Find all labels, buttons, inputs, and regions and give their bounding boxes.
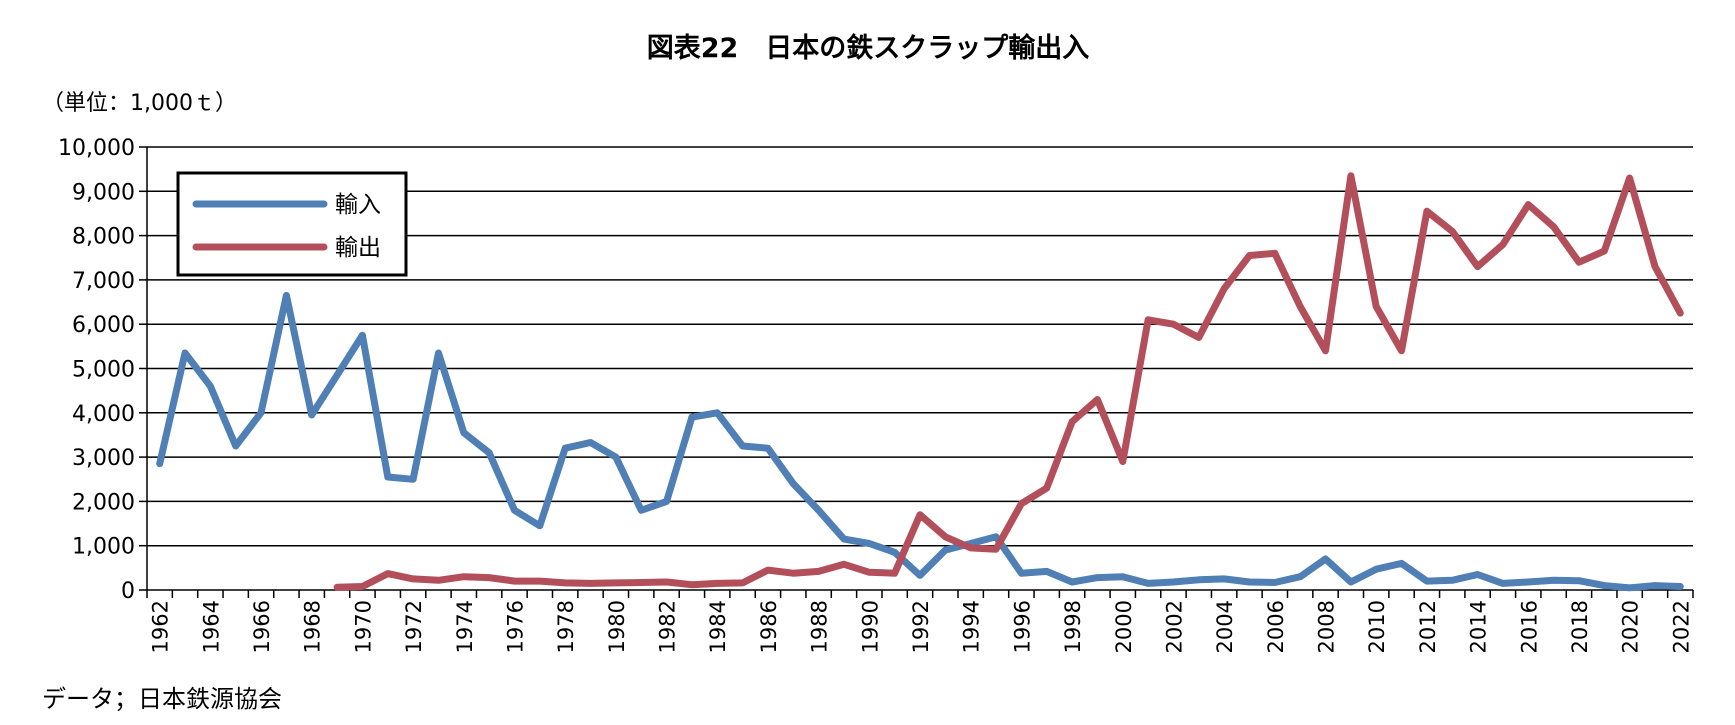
x-tick-label: 2004 xyxy=(1213,600,1237,653)
x-tick-label: 1962 xyxy=(149,600,173,653)
series-line-0 xyxy=(156,291,1684,592)
x-tick-label: 1966 xyxy=(250,600,274,653)
x-tick-label: 1976 xyxy=(503,600,527,653)
x-tick-label: 1972 xyxy=(402,600,426,653)
legend-box xyxy=(176,171,408,277)
x-tick-label: 2020 xyxy=(1619,600,1643,653)
y-tick-label: 3,000 xyxy=(72,446,135,471)
y-tick-label: 0 xyxy=(121,579,135,604)
series-layer xyxy=(156,172,1684,592)
x-tick-label: 1984 xyxy=(706,600,730,653)
x-tick-label: 1978 xyxy=(554,600,578,653)
y-tick-label: 4,000 xyxy=(72,402,135,427)
x-tick-label: 2006 xyxy=(1264,600,1288,653)
x-tick-label: 1994 xyxy=(960,600,984,653)
x-tick-label: 2000 xyxy=(1112,600,1136,653)
y-tick-label: 8,000 xyxy=(72,225,135,250)
x-tick-label: 1988 xyxy=(808,600,832,653)
x-tick-label: 2014 xyxy=(1467,600,1491,653)
x-tick-label: 2022 xyxy=(1669,600,1693,653)
x-tick-label: 2002 xyxy=(1162,600,1186,653)
x-tick-label: 1968 xyxy=(301,600,325,653)
series-line-1 xyxy=(333,172,1684,591)
y-tick-label: 1,000 xyxy=(72,535,135,560)
source-note: データ；日本鉄源協会 xyxy=(42,685,282,713)
unit-label: （単位：1,000ｔ） xyxy=(42,91,237,116)
y-tick-label: 2,000 xyxy=(72,490,135,515)
x-tick-label: 2012 xyxy=(1416,600,1440,653)
y-axis: 0 1,000 2,000 3,000 4,000 5,000 6,000 7,000 8,00… xyxy=(58,136,148,604)
x-tick-label: 1970 xyxy=(351,600,375,653)
legend-label-0: 輸入 xyxy=(335,192,381,218)
x-tick-label: 1998 xyxy=(1061,600,1085,653)
x-tick-label: 2016 xyxy=(1517,600,1541,653)
x-axis: 1962 1964 1966 1968 1970 1972 1974 1976 1978 1980… xyxy=(146,590,1694,653)
x-tick-label: 1974 xyxy=(453,600,477,653)
gridlines xyxy=(147,146,1693,591)
y-tick-label: 7,000 xyxy=(72,269,135,294)
x-tick-label: 2018 xyxy=(1568,600,1592,653)
y-tick-label: 9,000 xyxy=(72,180,135,205)
y-tick-label: 5,000 xyxy=(72,358,135,383)
y-tick-label: 10,000 xyxy=(58,136,135,161)
x-tick-label: 1986 xyxy=(757,600,781,653)
x-tick-label: 2010 xyxy=(1365,600,1389,653)
x-tick-label: 1964 xyxy=(199,600,223,653)
x-tick-label: 1996 xyxy=(1010,600,1034,653)
x-tick-label: 2008 xyxy=(1315,600,1339,653)
x-tick-label: 1982 xyxy=(656,600,680,653)
legend-label-1: 輸出 xyxy=(335,235,381,261)
y-tick-label: 6,000 xyxy=(72,313,135,338)
x-tick-label: 1992 xyxy=(909,600,933,653)
x-tick-label: 1990 xyxy=(858,600,882,653)
x-tick-label: 1980 xyxy=(605,600,629,653)
chart-title: 図表22 日本の鉄スクラップ輸出入 xyxy=(647,32,1090,64)
